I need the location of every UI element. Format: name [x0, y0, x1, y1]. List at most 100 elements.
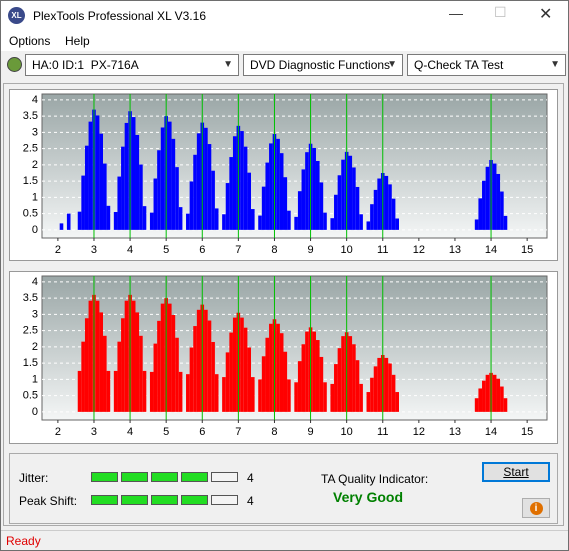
ta-quality-label: TA Quality Indicator:	[321, 472, 429, 486]
x-tick-label: 4	[127, 244, 133, 256]
histogram-bar	[287, 379, 291, 412]
x-tick-label: 11	[377, 244, 388, 256]
histogram-bar	[225, 352, 230, 412]
histogram-bar	[189, 347, 194, 412]
histogram-bar	[229, 157, 233, 230]
histogram-bar	[88, 121, 93, 230]
histogram-bar	[395, 218, 399, 230]
meter-segment	[181, 472, 208, 482]
histogram-bar	[160, 303, 165, 412]
histogram-bar	[117, 176, 122, 230]
histogram-bar	[247, 347, 251, 412]
histogram-bar	[153, 343, 158, 412]
test-select[interactable]: Q-Check TA Test ▼	[407, 54, 566, 76]
histogram-bar	[283, 177, 288, 230]
histogram-bar	[124, 300, 129, 412]
histogram-bar	[496, 173, 501, 230]
minimize-button[interactable]: —	[449, 5, 463, 21]
histogram-bar	[373, 366, 378, 412]
histogram-bar	[149, 212, 154, 230]
start-button[interactable]: Start	[482, 462, 550, 482]
y-tick-label: 3.5	[23, 292, 38, 304]
histogram-bar	[384, 357, 389, 412]
x-tick-label: 15	[521, 244, 533, 256]
histogram-bar	[305, 152, 309, 230]
histogram-bar	[106, 370, 111, 412]
x-tick-label: 14	[485, 426, 497, 438]
drive-icon	[7, 57, 22, 72]
histogram-bar	[388, 184, 392, 230]
histogram-bar	[211, 341, 215, 412]
histogram-bar	[66, 213, 71, 230]
x-tick-label: 10	[341, 426, 353, 438]
histogram-bar	[395, 392, 399, 412]
x-tick-label: 14	[485, 244, 497, 256]
x-tick-label: 6	[199, 244, 205, 256]
histogram-bar	[503, 215, 508, 230]
x-tick-label: 2	[55, 426, 61, 438]
histogram-bar	[149, 371, 154, 412]
histogram-bar	[160, 127, 165, 230]
histogram-bar	[81, 341, 85, 412]
histogram-bar	[294, 216, 298, 230]
histogram-bar	[485, 166, 490, 230]
histogram-bar	[214, 374, 219, 412]
histogram-bar	[474, 398, 479, 412]
test-text: Q-Check TA Test	[414, 58, 504, 72]
histogram-bar	[341, 336, 345, 412]
histogram-bar	[167, 303, 172, 412]
histogram-bar	[142, 206, 147, 230]
y-tick-label: 4	[32, 94, 38, 106]
ta-quality-value: Very Good	[333, 489, 404, 505]
histogram-bar	[251, 209, 255, 230]
histogram-bar	[330, 218, 335, 230]
menu-item[interactable]: Options	[9, 34, 51, 48]
x-tick-label: 5	[163, 426, 169, 438]
histogram-bar	[283, 351, 288, 412]
y-tick-label: 2.5	[23, 143, 38, 155]
peak-shift-value: 4	[247, 494, 254, 508]
histogram-bar	[95, 300, 100, 412]
close-button[interactable]: ✕	[539, 6, 553, 23]
histogram-bar	[139, 164, 143, 230]
histogram-bar	[312, 147, 316, 230]
drive-text: HA:0 ID:1 PX-716A	[32, 58, 139, 72]
y-tick-label: 4	[32, 276, 38, 288]
histogram-bar	[366, 221, 371, 230]
histogram-bar	[482, 380, 486, 412]
histogram-bar	[337, 175, 342, 230]
histogram-bar	[478, 198, 483, 230]
title-bar: XL PlexTools Professional XL V3.16 — ☐ ✕	[1, 1, 568, 31]
x-tick-label: 10	[341, 244, 353, 256]
histogram-bar	[279, 333, 284, 412]
x-tick-label: 9	[308, 426, 314, 438]
histogram-bar	[84, 318, 89, 412]
x-tick-label: 2	[55, 244, 61, 256]
x-tick-label: 5	[163, 244, 169, 256]
histogram-bar	[232, 317, 237, 412]
histogram-bar	[352, 344, 356, 412]
y-tick-label: 3	[32, 308, 38, 320]
histogram-bar	[276, 138, 280, 230]
main-panel	[3, 83, 564, 526]
maximize-button[interactable]: ☐	[494, 4, 507, 20]
menu-item[interactable]: Help	[65, 34, 90, 48]
histogram-bar	[99, 312, 103, 412]
histogram-bar	[319, 356, 324, 412]
histogram-bar	[189, 181, 194, 230]
drive-select[interactable]: HA:0 ID:1 PX-716A ▼	[25, 54, 239, 76]
histogram-bar	[352, 167, 356, 230]
function-select[interactable]: DVD Diagnostic Functions ▼	[243, 54, 403, 76]
histogram-bar	[113, 211, 118, 230]
histogram-bar	[269, 143, 273, 230]
info-button[interactable]: i	[522, 498, 550, 518]
histogram-bar	[297, 361, 302, 412]
jitter-label: Jitter:	[19, 471, 49, 485]
histogram-bar	[478, 388, 483, 412]
histogram-bar	[225, 183, 230, 230]
x-tick-label: 13	[449, 426, 461, 438]
jitter-value: 4	[247, 471, 254, 485]
histogram-bar	[265, 162, 270, 230]
histogram-bar	[337, 348, 342, 412]
histogram-bar	[157, 320, 161, 412]
